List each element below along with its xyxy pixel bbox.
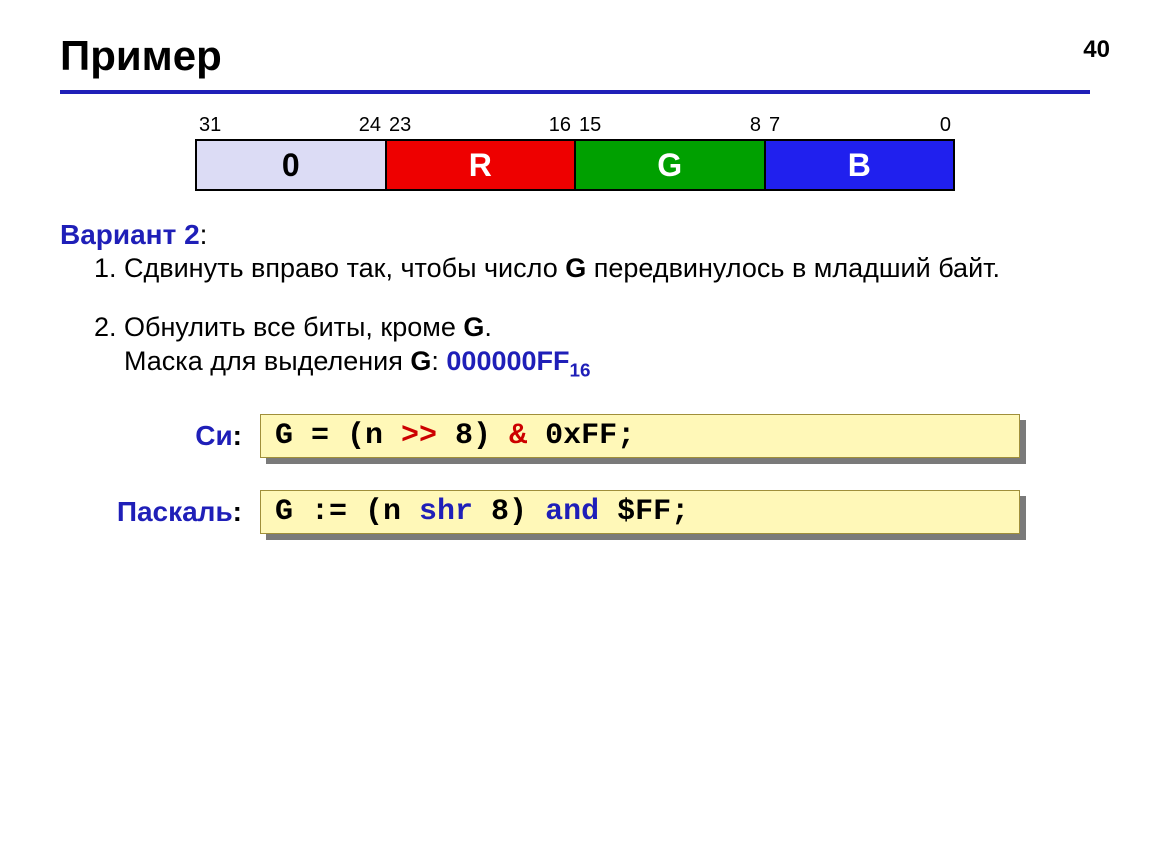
bit-label-pair: 3124 xyxy=(195,114,385,139)
byte-cell: R xyxy=(387,141,577,189)
step-1: 1. Сдвинуть вправо так, чтобы число G пе… xyxy=(94,251,1090,286)
bit-label-pair: 158 xyxy=(575,114,765,139)
slide-title: Пример xyxy=(60,32,222,80)
code-box-pascal: G := (n shr 8) and $FF; xyxy=(260,490,1020,534)
code-row-c: Си: G = (n >> 8) & 0xFF; xyxy=(60,414,1090,458)
byte-diagram: 3124231615870 0RGB xyxy=(195,114,955,191)
bit-label-pair: 2316 xyxy=(385,114,575,139)
byte-cell: G xyxy=(576,141,766,189)
page-number: 40 xyxy=(1083,36,1110,64)
code-row-pascal: Паскаль: G := (n shr 8) and $FF; xyxy=(60,490,1090,534)
code-box-c: G = (n >> 8) & 0xFF; xyxy=(260,414,1020,458)
step-2: 2. Обнулить все биты, кроме G. Маска для… xyxy=(94,310,1090,384)
bit-label-pair: 70 xyxy=(765,114,955,139)
variant-heading: Вариант 2: xyxy=(60,219,1090,251)
steps-list: 1. Сдвинуть вправо так, чтобы число G пе… xyxy=(94,251,1090,384)
byte-cell: 0 xyxy=(197,141,387,189)
title-divider xyxy=(60,90,1090,94)
byte-cell: B xyxy=(766,141,954,189)
